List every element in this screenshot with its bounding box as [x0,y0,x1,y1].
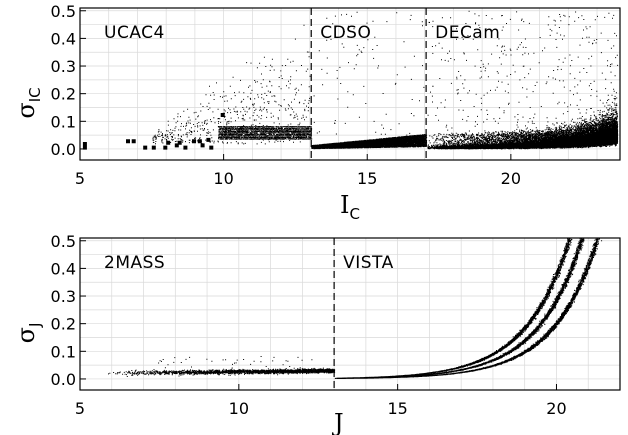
bottom-panel: 5 10 15 20 0.00.10.20.30.40.5 2MASS VISTA J … [12,232,621,435]
bottom-y-tick-labels: 0.0 0.1 0.2 0.3 0.4 0.5 [51,232,86,389]
bottom-region-labels: 2MASS VISTA [104,253,394,273]
y-tick-label: 0.3 [51,287,76,306]
x-tick-label: 10 [229,399,249,418]
bottom-x-tick-labels: 5 10 15 20 [75,384,567,418]
y-tick-label: 0.0 [51,370,76,389]
y-tick-label: 0.1 [51,342,76,361]
region-label-vista: VISTA [343,253,394,273]
y-tick-label: 0.2 [51,315,76,334]
top-y-axis-label: σIC [12,87,44,118]
top-y-tick-labels: 0.0 0.1 0.2 0.3 0.4 0.5 [51,2,86,159]
y-tick-label: 0.4 [51,259,76,278]
x-tick-label: 5 [75,399,85,418]
top-x-tick-labels: 5 10 15 20 [75,154,521,188]
bottom-y-axis-label: σJ [12,323,44,344]
y-tick-label: 0.5 [51,232,76,251]
x-tick-label: 5 [75,169,85,188]
x-tick-label: 15 [357,169,377,188]
bottom-x-axis-label: J [331,409,344,435]
bottom-plot-frame [79,237,621,391]
y-tick-label: 0.1 [51,112,76,131]
region-label-cdso: CDSO [320,23,371,43]
y-tick-label: 0.3 [51,57,76,76]
x-tick-label: 20 [501,169,521,188]
region-label-decam: DECam [435,23,500,43]
x-tick-label: 20 [546,399,566,418]
top-region-dividers [310,8,427,160]
x-tick-label: 10 [213,169,233,188]
top-x-axis-label: IC [340,191,360,223]
top-panel: 5 10 15 20 0.0 0.1 0.2 0.3 0.4 0.5 UCAC4 CDSO DECa… [12,2,621,223]
region-label-2mass: 2MASS [104,253,165,273]
y-tick-label: 0.0 [51,140,76,159]
top-plot-frame [79,7,621,161]
y-tick-label: 0.5 [51,2,76,21]
data-points [82,10,619,150]
top-region-labels: UCAC4 CDSO DECam [104,23,500,43]
top-data-points [82,10,619,150]
x-tick-label: 15 [387,399,407,418]
y-tick-label: 0.2 [51,85,76,104]
region-label-ucac4: UCAC4 [104,23,165,43]
y-tick-label: 0.4 [51,29,76,48]
